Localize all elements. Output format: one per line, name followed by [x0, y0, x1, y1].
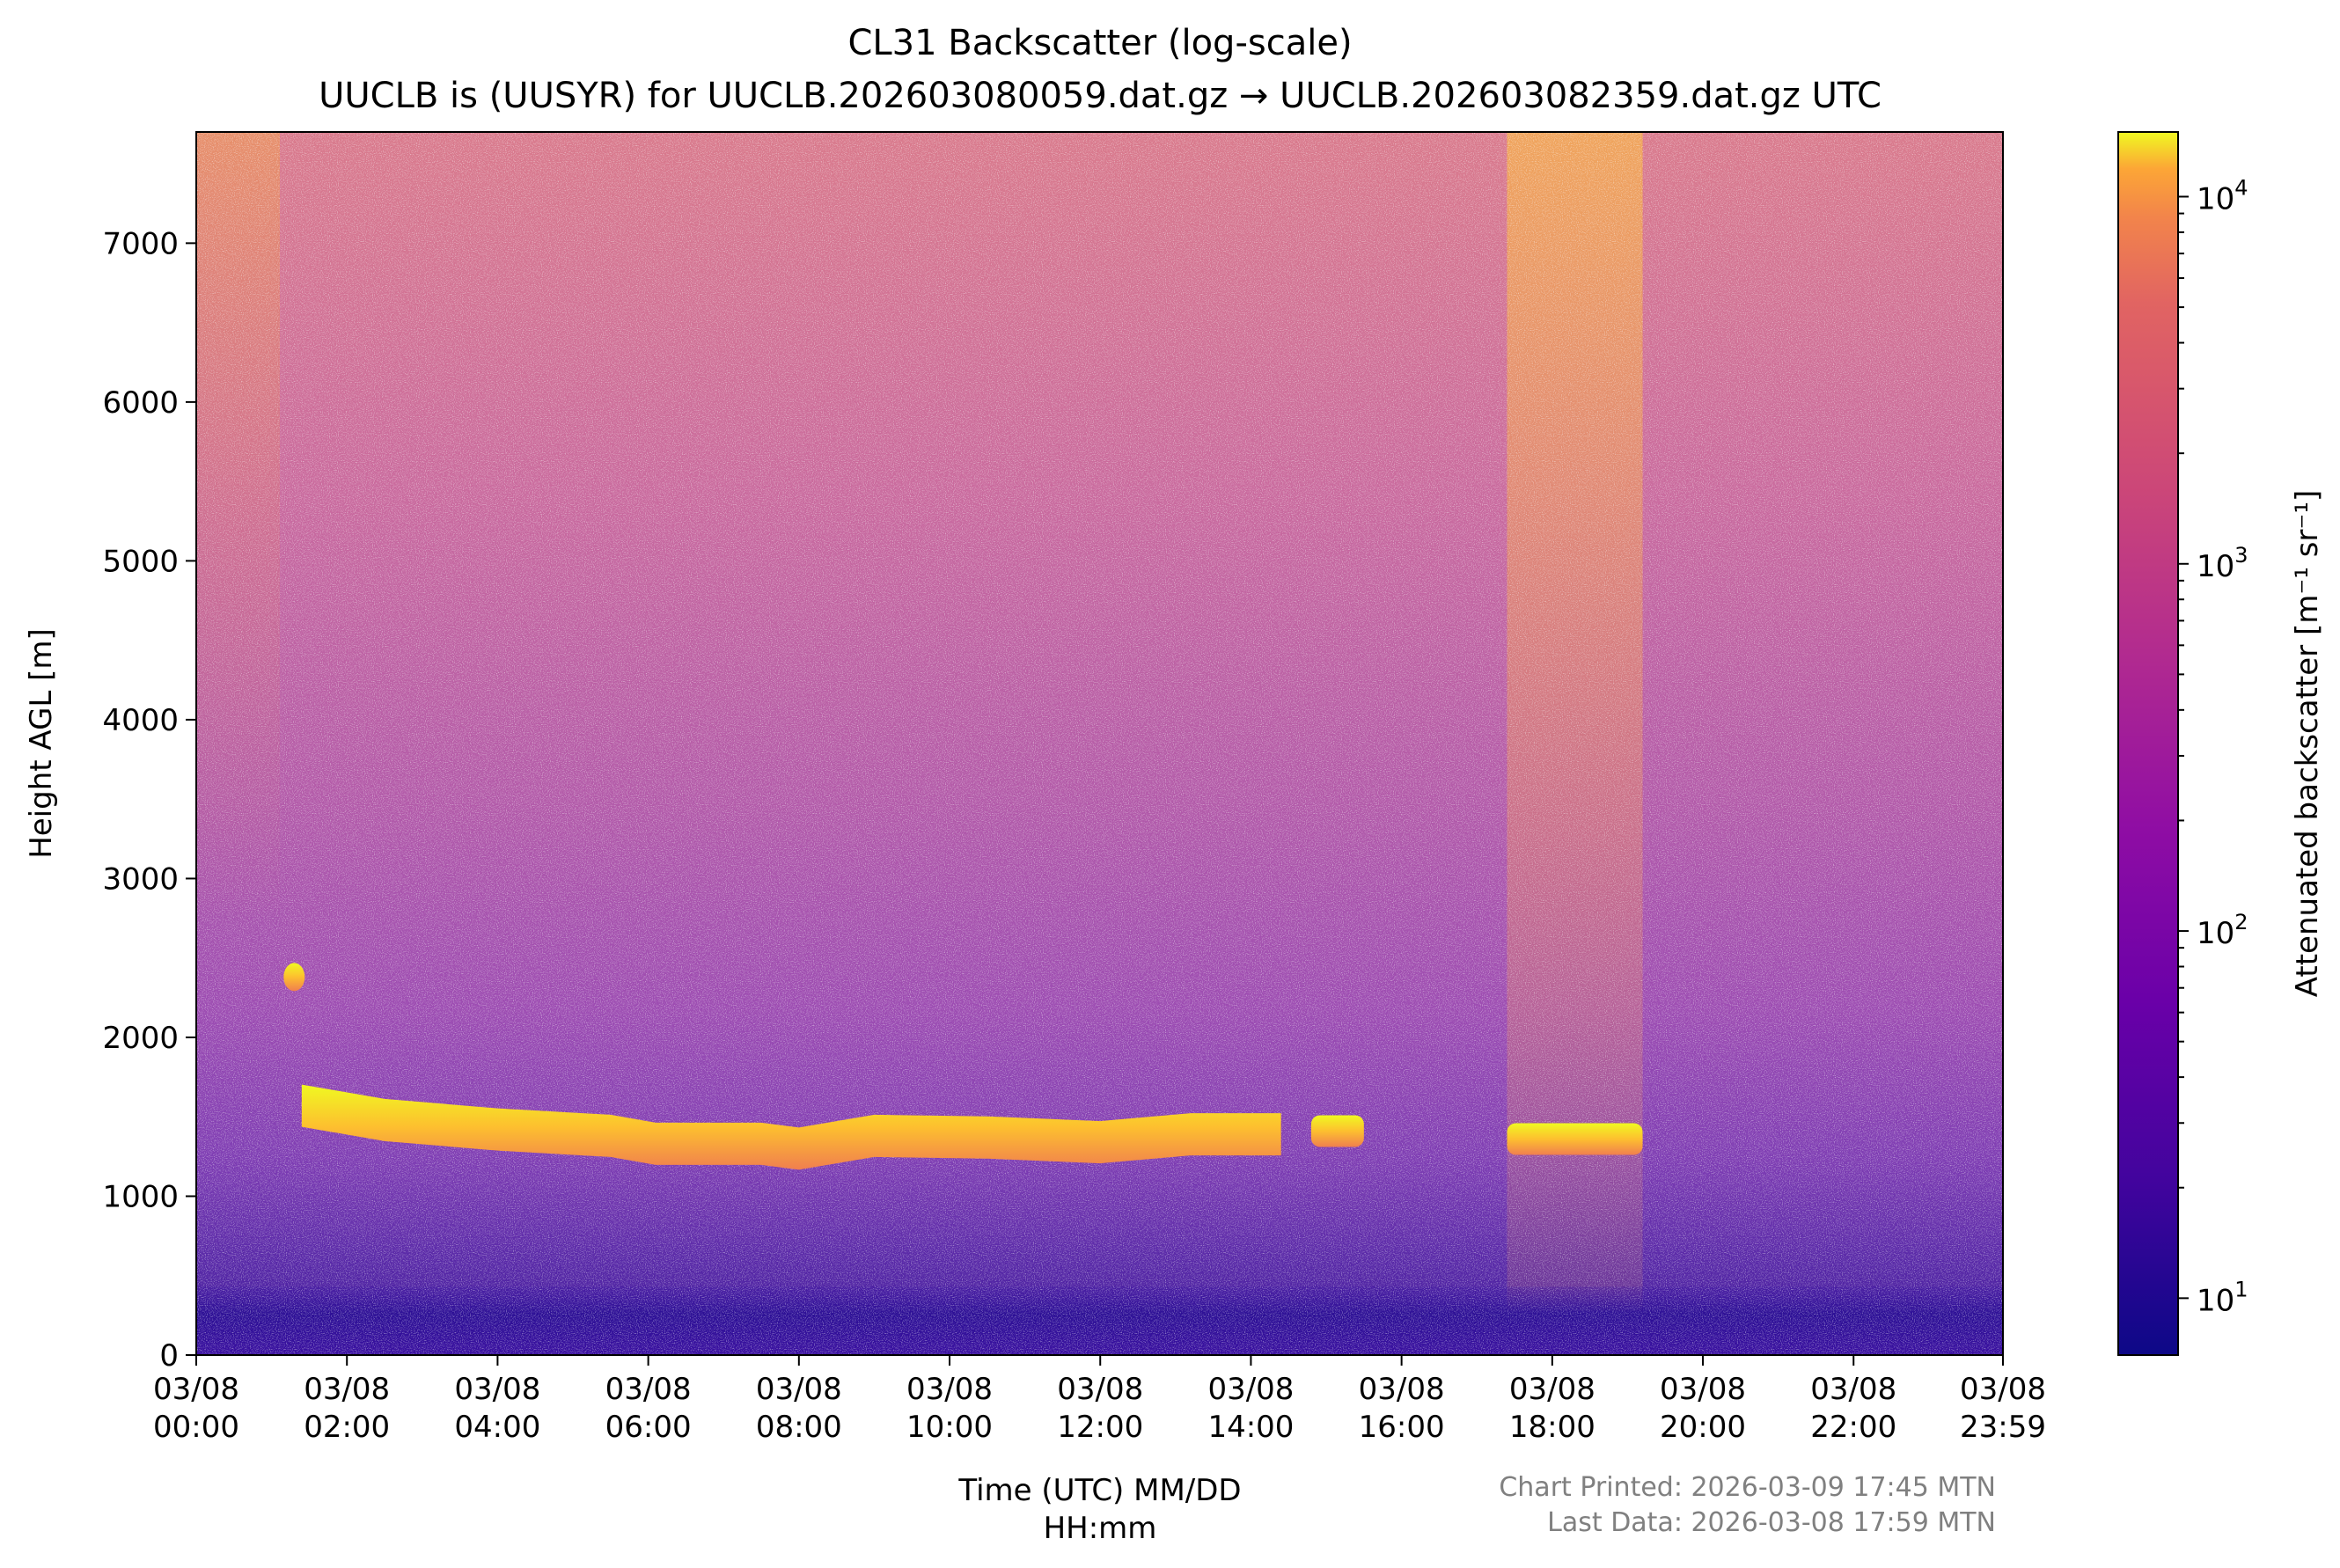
x-axis-label-line1: Time (UTC) MM/DD [957, 1473, 1241, 1508]
x-tick-date: 03/08 [1960, 1372, 2046, 1407]
x-axis-label-line2: HH:mm [1044, 1511, 1157, 1546]
x-tick-date: 03/08 [1057, 1372, 1143, 1407]
y-axis: 0 1000 2000 3000 4000 5000 6000 7000 [102, 226, 196, 1374]
x-tick-date: 03/08 [1509, 1372, 1595, 1407]
cloud-layer [283, 963, 1643, 1170]
x-tick-time: 06:00 [605, 1410, 692, 1445]
x-tick-time: 00:00 [153, 1410, 239, 1445]
x-tick-date: 03/08 [906, 1372, 993, 1407]
x-tick-date: 03/08 [1359, 1372, 1445, 1407]
y-tick-label: 0 [159, 1338, 179, 1374]
x-tick-date: 03/08 [756, 1372, 842, 1407]
x-tick-time: 14:00 [1207, 1410, 1294, 1445]
y-tick-label: 1000 [102, 1179, 179, 1214]
y-axis-label: Height AGL [m] [24, 628, 59, 859]
y-tick-label: 6000 [102, 385, 179, 421]
colorbar-label: Attenuated backscatter [m⁻¹ sr⁻¹] [2290, 490, 2325, 998]
colorbar-tick-label: 102 [2197, 910, 2248, 951]
colorbar [2118, 132, 2178, 1355]
x-tick-date: 03/08 [1660, 1372, 1746, 1407]
x-tick-time: 16:00 [1359, 1410, 1445, 1445]
colorbar-tick-label: 101 [2197, 1277, 2248, 1318]
high-cloud-blob [283, 963, 305, 992]
chart-title: CL31 Backscatter (log-scale) [847, 23, 1352, 63]
colorbar-frame [2117, 131, 2179, 1356]
x-tick-date: 03/08 [605, 1372, 692, 1407]
cloud-patch [1507, 1123, 1643, 1155]
chart-printed-note: Chart Printed: 2026-03-09 17:45 MTN [1499, 1472, 1996, 1503]
x-tick-time: 20:00 [1660, 1410, 1746, 1445]
x-tick-date: 03/08 [1810, 1372, 1896, 1407]
colorbar-tick-label: 103 [2197, 543, 2248, 584]
y-tick-label: 3000 [102, 861, 179, 897]
y-tick-label: 5000 [102, 544, 179, 579]
x-tick-date: 03/08 [304, 1372, 390, 1407]
last-data-note: Last Data: 2026-03-08 17:59 MTN [1547, 1507, 1996, 1538]
cloud-layer-band [301, 1084, 1281, 1170]
cloud-patch [1310, 1115, 1364, 1147]
x-tick-time: 08:00 [756, 1410, 842, 1445]
chart-subtitle: UUCLB is (UUSYR) for UUCLB.202603080059.… [319, 76, 1882, 116]
x-axis: 03/0800:0003/0802:0003/0804:0003/0806:00… [153, 1355, 2046, 1445]
y-tick-label: 4000 [102, 703, 179, 738]
x-tick-date: 03/08 [1207, 1372, 1294, 1407]
x-tick-time: 23:59 [1960, 1410, 2046, 1445]
colorbar-tick-label: 104 [2197, 175, 2248, 216]
heatmap-area [196, 132, 2003, 1355]
x-tick-time: 04:00 [454, 1410, 540, 1445]
x-tick-time: 18:00 [1509, 1410, 1595, 1445]
colorbar-ticks: 101 102 103 104 [2178, 175, 2248, 1318]
x-tick-date: 03/08 [153, 1372, 239, 1407]
x-tick-time: 02:00 [304, 1410, 390, 1445]
y-tick-label: 2000 [102, 1021, 179, 1056]
y-tick-label: 7000 [102, 226, 179, 261]
x-tick-date: 03/08 [454, 1372, 540, 1407]
x-tick-time: 22:00 [1810, 1410, 1896, 1445]
x-tick-time: 12:00 [1057, 1410, 1143, 1445]
x-tick-time: 10:00 [906, 1410, 993, 1445]
